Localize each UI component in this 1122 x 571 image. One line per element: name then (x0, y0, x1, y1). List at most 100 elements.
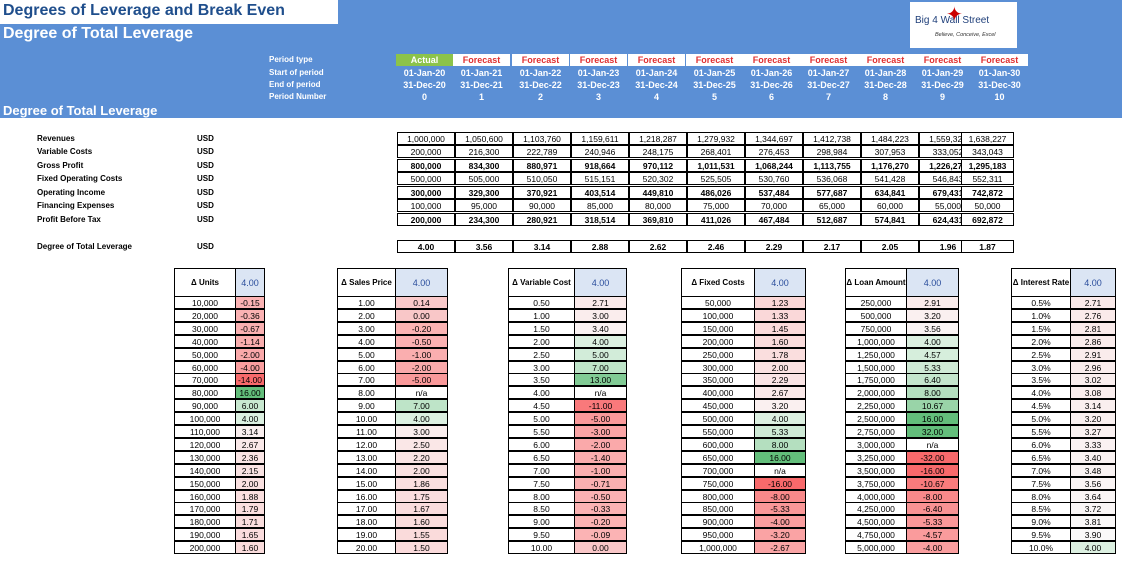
sens-output: -4.00 (235, 360, 265, 374)
value-cell: 90,000 (513, 199, 571, 212)
sens-output: 2.50 (395, 437, 448, 451)
period-type-cell: Forecast (686, 54, 743, 66)
value-cell: 95,000 (455, 199, 513, 212)
sens-input: 40,000 (174, 334, 236, 348)
period-type-cell: Forecast (512, 54, 569, 66)
value-cell: 200,000 (397, 213, 455, 226)
sens-output: 4.00 (574, 334, 627, 348)
sens-input: 140,000 (174, 463, 236, 477)
sens-output: 1.65 (235, 528, 265, 542)
sens-input: 3.00 (508, 360, 575, 374)
sens-output: -0.71 (574, 476, 627, 490)
sens-input: 180,000 (174, 515, 236, 529)
sens-input: 250,000 (681, 347, 755, 361)
sens-output: -5.00 (574, 412, 627, 426)
period-label: Period type (269, 55, 313, 64)
sens-input: 10.00 (508, 541, 575, 555)
row-currency: USD (197, 215, 214, 224)
value-cell: 1,344,697 (745, 132, 803, 145)
value-cell: 200,000 (397, 145, 455, 158)
sens-input: 90,000 (174, 399, 236, 413)
sens-output: -16.00 (906, 463, 959, 477)
sens-output: 1.67 (395, 502, 448, 516)
dtl-cell: 3.14 (513, 240, 571, 253)
sens-output: 3.81 (1070, 515, 1116, 529)
sens-input: 550,000 (681, 425, 755, 438)
sens-output: 3.48 (1070, 463, 1116, 477)
value-cell: 318,514 (571, 213, 629, 226)
sens-input: 160,000 (174, 489, 236, 503)
sens-output: 3.90 (1070, 528, 1116, 542)
sens-output: -0.20 (395, 321, 448, 335)
sens-input: 2,250,000 (845, 399, 907, 413)
value-cell: 100,000 (397, 199, 455, 212)
period-number-cell: 6 (768, 92, 774, 102)
sens-output: 1.23 (754, 296, 806, 309)
sens-output: -32.00 (906, 450, 959, 464)
sens-input: 60,000 (174, 360, 236, 374)
sens-input: 2.0% (1011, 334, 1071, 348)
sens-input: 20.00 (337, 541, 396, 555)
sens-input: 7.5% (1011, 476, 1071, 490)
sens-output: -4.57 (906, 528, 959, 542)
period-type-cell: Forecast (743, 54, 800, 66)
sens-output: -1.00 (395, 347, 448, 361)
sens-output: n/a (395, 386, 448, 400)
sens-input: 3.0% (1011, 360, 1071, 374)
sens-output: -0.09 (574, 528, 627, 542)
sens-output: 3.56 (1070, 476, 1116, 490)
period-end-cell: 31-Dec-25 (693, 80, 736, 90)
sens-output: -0.50 (395, 334, 448, 348)
sens-input: 5,000,000 (845, 541, 907, 555)
value-cell: 248,175 (629, 145, 687, 158)
sens-input: 2.50 (508, 347, 575, 361)
sens-output: -0.15 (235, 296, 265, 309)
sens-input: 6.00 (337, 360, 396, 374)
sens-output: 2.76 (1070, 308, 1116, 322)
brand-logo: Big 4 Wall Street ✦ Believe, Conceive, E… (910, 2, 1017, 48)
value-cell: 1,484,223 (861, 132, 919, 145)
sens-input: 3.5% (1011, 373, 1071, 387)
sens-input: 600,000 (681, 437, 755, 451)
sens-output: 2.81 (1070, 321, 1116, 335)
period-number-cell: 10 (994, 92, 1005, 102)
value-cell: 300,000 (397, 186, 455, 199)
sens-output: 0.00 (395, 308, 448, 322)
sens-output: -4.00 (754, 515, 806, 529)
value-cell: 1,000,000 (397, 132, 455, 145)
sens-input: 1.50 (508, 321, 575, 335)
value-cell: 1,638,227 (961, 132, 1014, 145)
sens-input: 16.00 (337, 489, 396, 503)
dtl-cell: 2.05 (861, 240, 919, 253)
sens-output: 3.40 (1070, 450, 1116, 464)
value-cell: 525,505 (687, 172, 745, 185)
period-end-cell: 31-Dec-27 (807, 80, 850, 90)
sens-input: 950,000 (681, 528, 755, 542)
sens-input: 6.00 (508, 437, 575, 451)
sens-input: 8.00 (337, 386, 396, 400)
sens-input: 8.0% (1011, 489, 1071, 503)
sens-header: Δ Fixed Costs (681, 268, 755, 297)
sens-input: 450,000 (681, 399, 755, 413)
sens-output: 6.40 (906, 373, 959, 387)
period-start-cell: 01-Jan-29 (921, 68, 964, 78)
value-cell: 530,760 (745, 172, 803, 185)
sens-output: -2.67 (754, 541, 806, 555)
sens-output: -2.00 (235, 347, 265, 361)
row-label: Financing Expenses (37, 201, 115, 210)
dtl-cell: 1.87 (961, 240, 1014, 253)
sens-input: 3,750,000 (845, 476, 907, 490)
period-number-cell: 0 (421, 92, 427, 102)
sens-input: 3.50 (508, 373, 575, 387)
sens-input: 1,750,000 (845, 373, 907, 387)
value-cell: 65,000 (803, 199, 861, 212)
sens-output: -0.33 (574, 502, 627, 516)
sens-output: -1.14 (235, 334, 265, 348)
sens-input: 110,000 (174, 425, 236, 438)
value-cell: 512,687 (803, 213, 861, 226)
sens-output: 2.96 (1070, 360, 1116, 374)
sens-output: 1.78 (754, 347, 806, 361)
dtl-cell: 2.17 (803, 240, 861, 253)
value-cell: 574,841 (861, 213, 919, 226)
